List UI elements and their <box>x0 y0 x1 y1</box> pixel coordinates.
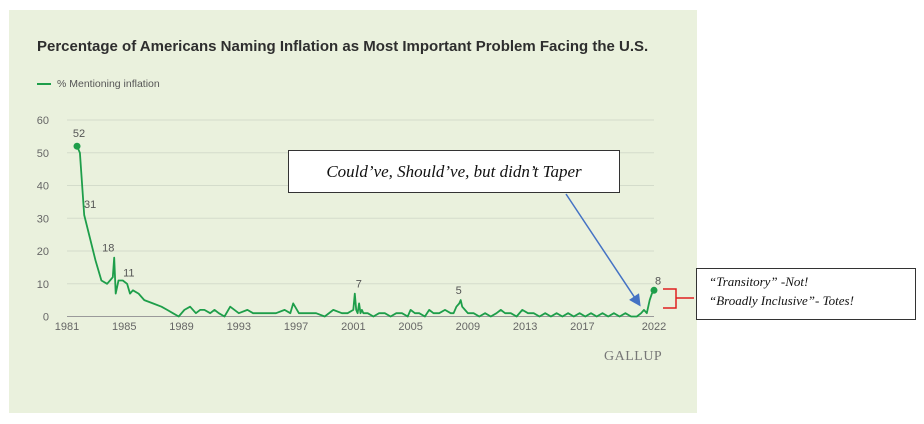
series-end-point <box>650 286 658 294</box>
y-tick-60: 60 <box>37 115 49 127</box>
x-tick-2009: 2009 <box>456 321 480 333</box>
data-label-11: 11 <box>123 267 134 279</box>
series-layer <box>73 142 658 318</box>
chart-panel <box>9 10 697 413</box>
y-tick-20: 20 <box>37 246 49 258</box>
taper-annotation-box: Could’ve, Should’ve, but didn’t Taper <box>288 150 620 193</box>
x-tick-2013: 2013 <box>513 321 537 333</box>
x-tick-2017: 2017 <box>570 321 594 333</box>
red-bracket <box>663 288 694 309</box>
x-tick-1989: 1989 <box>169 321 193 333</box>
data-label-8: 8 <box>655 275 661 287</box>
gallup-logo: GALLUP <box>604 349 663 364</box>
y-tick-labels: 0 10 20 30 40 50 60 <box>37 115 49 324</box>
y-tick-40: 40 <box>37 181 49 193</box>
y-tick-10: 10 <box>37 279 49 291</box>
taper-annotation-text: Could’ve, Should’ve, but didn’t Taper <box>326 161 582 181</box>
x-tick-1997: 1997 <box>284 321 308 333</box>
side-annotation-box: “Transitory” -Not! “Broadly Inclusive”- … <box>696 268 916 320</box>
side-annotation-line2: “Broadly Inclusive”- Totes! <box>709 293 854 308</box>
legend-label: % Mentioning inflation <box>57 78 160 90</box>
data-label-31: 31 <box>84 199 96 211</box>
data-labels: 52 31 18 11 7 5 8 <box>73 128 661 297</box>
y-tick-0: 0 <box>43 312 49 324</box>
chart-legend: % Mentioning inflation <box>37 78 160 90</box>
x-tick-1985: 1985 <box>112 321 136 333</box>
x-tick-2001: 2001 <box>341 321 365 333</box>
series-start-point <box>73 142 81 150</box>
legend-swatch <box>37 83 51 85</box>
x-tick-1981: 1981 <box>55 321 79 333</box>
data-label-7: 7 <box>356 279 362 291</box>
series-line-0 <box>76 145 655 318</box>
chart-title: Percentage of Americans Naming Inflation… <box>37 38 649 55</box>
side-annotation-line1: “Transitory” -Not! <box>709 274 809 289</box>
data-label-18: 18 <box>102 243 114 255</box>
y-tick-30: 30 <box>37 213 49 225</box>
x-tick-2022: 2022 <box>642 321 666 333</box>
x-tick-1993: 1993 <box>227 321 251 333</box>
x-tick-labels: 1981 1985 1989 1993 1997 2001 2005 2009 2013 2017… <box>55 321 666 333</box>
y-tick-50: 50 <box>37 148 49 160</box>
taper-arrow <box>565 193 641 307</box>
x-tick-2005: 2005 <box>398 321 422 333</box>
data-label-52: 52 <box>73 128 85 140</box>
data-label-5: 5 <box>456 285 462 297</box>
annotation-overlays <box>565 193 694 309</box>
